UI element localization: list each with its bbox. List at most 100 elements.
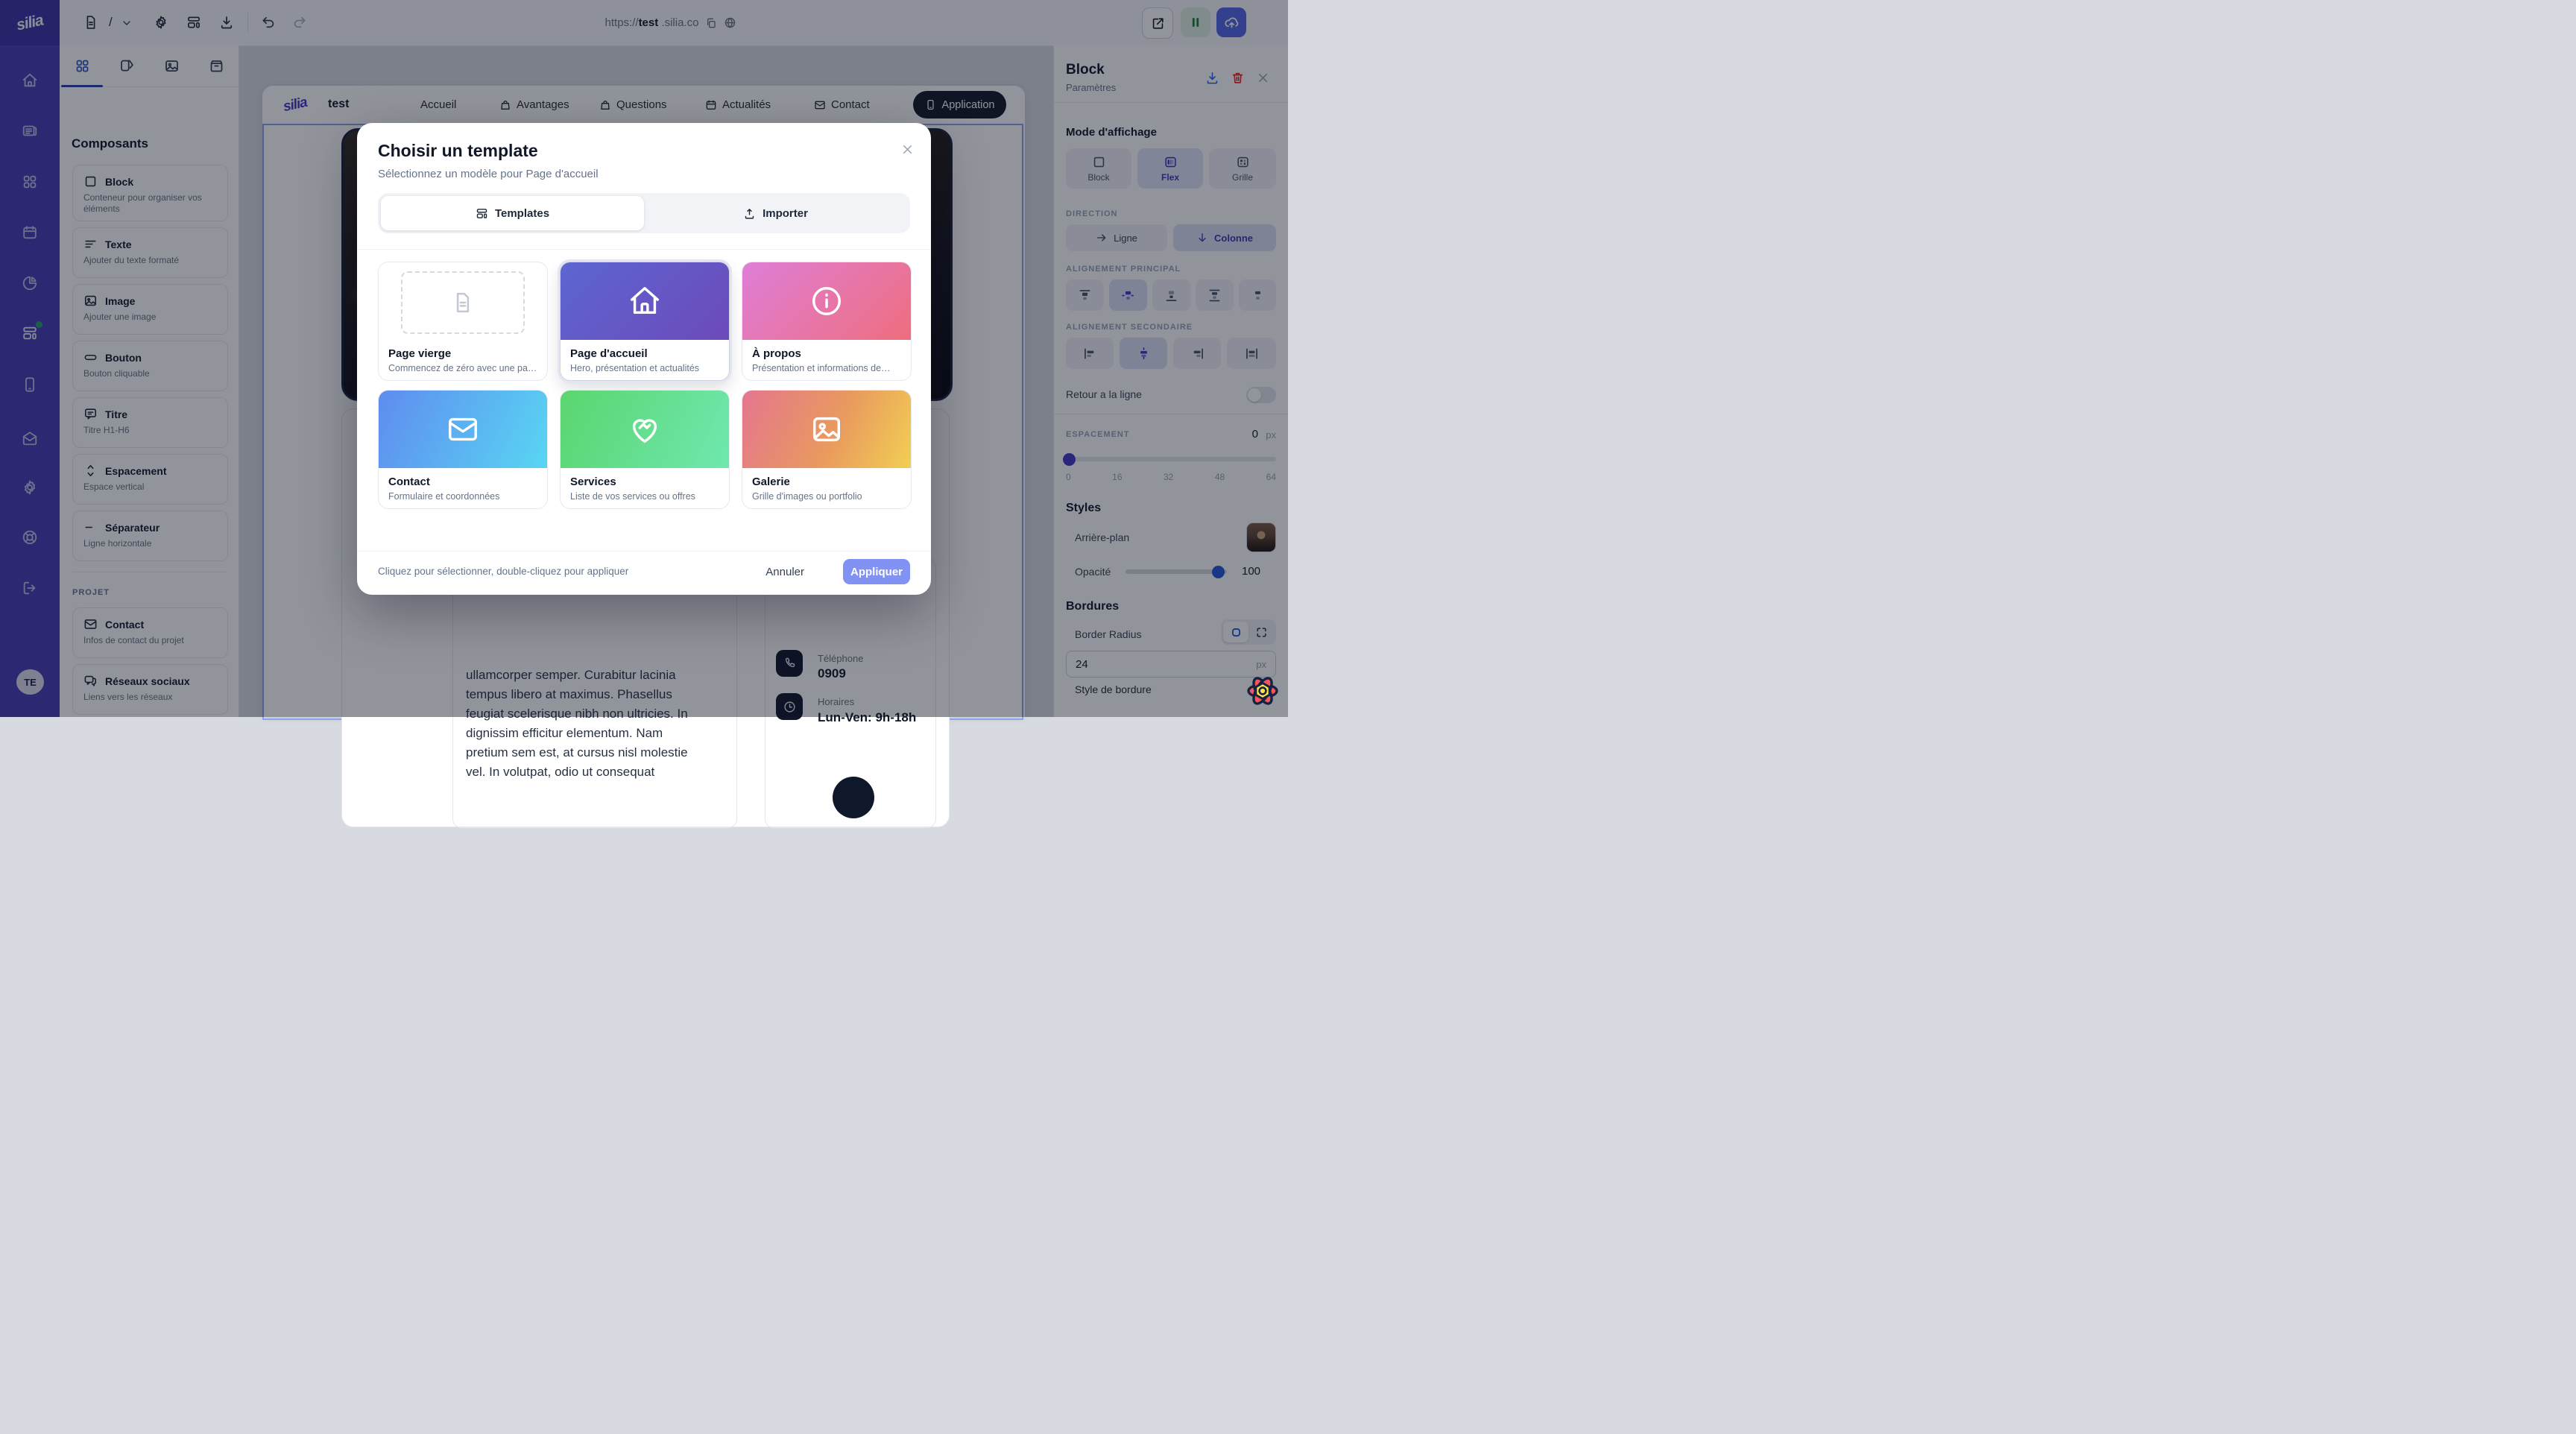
cancel-button[interactable]: Annuler xyxy=(765,566,804,578)
display-mode-grille[interactable]: Grille xyxy=(1209,148,1276,189)
component-label: Block xyxy=(105,175,134,188)
component-label: Image xyxy=(105,294,136,307)
wrap-toggle[interactable] xyxy=(1246,387,1276,403)
opacity-slider[interactable] xyxy=(1126,569,1227,574)
template-card-services[interactable]: Services Liste de vos services ou offres xyxy=(560,390,730,509)
align-main-center[interactable] xyxy=(1109,279,1147,311)
pause-button[interactable] xyxy=(1181,7,1210,37)
radius-uniform-button[interactable] xyxy=(1223,622,1248,642)
template-name: Galerie xyxy=(752,476,790,488)
publish-button[interactable] xyxy=(1216,7,1246,37)
display-mode-flex[interactable]: Flex xyxy=(1137,148,1203,189)
tab-templates[interactable]: Templates xyxy=(381,196,644,230)
template-name: Page vierge xyxy=(388,347,452,360)
opacity-slider-thumb[interactable] xyxy=(1212,566,1225,578)
component-desc: Conteneur pour organiser vos éléments xyxy=(83,192,202,214)
url-prefix: https:// xyxy=(604,16,639,29)
template-desc: Formulaire et coordonnées xyxy=(388,491,500,502)
template-name: Page d'accueil xyxy=(570,347,648,360)
border-radius-value: 24 xyxy=(1076,657,1088,671)
tab-components[interactable] xyxy=(60,45,104,87)
styles-heading: Styles xyxy=(1066,502,1102,514)
border-style-label: Style de bordure xyxy=(1075,683,1152,695)
align-cross-end[interactable] xyxy=(1173,338,1221,369)
template-desc: Hero, présentation et actualités xyxy=(570,363,700,373)
nav-avantages[interactable]: Avantages xyxy=(499,86,569,124)
site-name: test xyxy=(328,98,350,110)
components-heading: Composants xyxy=(72,136,148,151)
template-desc: Liste de vos services ou offres xyxy=(570,491,695,502)
open-preview-button[interactable] xyxy=(1142,7,1173,39)
map-marker-circle xyxy=(833,777,874,818)
nav-actualites[interactable]: Actualités xyxy=(705,86,771,124)
apply-button[interactable]: Appliquer xyxy=(843,559,910,584)
align-cross-center[interactable] xyxy=(1120,338,1167,369)
builder-active-dot xyxy=(36,321,42,328)
align-main-between[interactable] xyxy=(1196,279,1234,311)
template-card-page-accueil[interactable]: Page d'accueil Hero, présentation et act… xyxy=(560,262,730,381)
component-desc: Bouton cliquable xyxy=(83,368,150,379)
component-block[interactable]: Block Conteneur pour organiser vos éléme… xyxy=(72,165,228,221)
spacing-slider[interactable] xyxy=(1066,457,1276,461)
component-image[interactable]: Image Ajouter une image xyxy=(72,284,228,335)
border-radius-unit: px xyxy=(1256,658,1266,670)
component-desc: Titre H1-H6 xyxy=(83,425,130,435)
spacing-label: ESPACEMENT xyxy=(1066,430,1130,439)
application-cta-button[interactable]: Application xyxy=(913,91,1006,119)
template-preview-accueil xyxy=(561,262,729,340)
app-logo[interactable]: silia xyxy=(0,0,60,45)
spacing-ticks: 0 16 32 48 64 xyxy=(1066,472,1276,482)
display-mode-block[interactable]: Block xyxy=(1066,148,1131,189)
template-desc: Présentation et informations de… xyxy=(752,363,891,373)
template-card-contact[interactable]: Contact Formulaire et coordonnées xyxy=(378,390,548,509)
upload-icon xyxy=(743,207,756,220)
background-thumbnail[interactable] xyxy=(1246,522,1276,552)
direction-row-button[interactable]: Ligne xyxy=(1066,224,1167,251)
components-panel: Composants Block Conteneur pour organise… xyxy=(60,45,239,717)
component-texte[interactable]: Texte Ajouter du texte formaté xyxy=(72,227,228,278)
template-desc: Commencez de zéro avec une pag… xyxy=(388,363,540,373)
divider xyxy=(357,551,931,552)
component-titre[interactable]: Titre Titre H1-H6 xyxy=(72,397,228,448)
template-card-a-propos[interactable]: À propos Présentation et informations de… xyxy=(742,262,912,381)
borders-heading: Bordures xyxy=(1066,600,1120,613)
home-icon xyxy=(628,284,662,318)
align-cross-stretch[interactable] xyxy=(1227,338,1276,369)
template-card-page-vierge[interactable]: Page vierge Commencez de zéro avec une p… xyxy=(378,262,548,381)
spacing-slider-thumb[interactable] xyxy=(1063,453,1076,466)
nav-contact[interactable]: Contact xyxy=(814,86,870,124)
component-separateur[interactable]: Séparateur Ligne horizontale xyxy=(72,511,228,561)
components-tabs xyxy=(60,45,239,87)
url-bar[interactable]: https://test .silia.co xyxy=(514,0,827,45)
opacity-label: Opacité xyxy=(1075,566,1111,578)
align-cross-start[interactable] xyxy=(1066,338,1114,369)
mail-icon xyxy=(446,412,480,446)
component-bouton[interactable]: Bouton Bouton cliquable xyxy=(72,341,228,391)
project-section-label: PROJET xyxy=(72,588,110,597)
divider xyxy=(1054,102,1288,103)
spacing-unit: px xyxy=(1266,429,1276,440)
phone-value: 0909 xyxy=(818,666,846,680)
align-main-end[interactable] xyxy=(1152,279,1190,311)
component-reseaux-sociaux[interactable]: Réseaux sociaux Liens vers les réseaux xyxy=(72,664,228,715)
blank-placeholder xyxy=(401,271,525,334)
component-contact[interactable]: Contact Infos de contact du projet xyxy=(72,607,228,658)
template-name: Services xyxy=(570,476,616,488)
file-icon xyxy=(452,291,474,314)
nav-accueil[interactable]: Accueil xyxy=(420,98,457,111)
direction-label: DIRECTION xyxy=(1066,209,1118,218)
border-radius-input[interactable]: 24 px xyxy=(1066,651,1276,677)
template-modal: Choisir un template Sélectionnez un modè… xyxy=(357,123,931,595)
close-icon[interactable] xyxy=(900,142,915,157)
component-espacement[interactable]: Espacement Espace vertical xyxy=(72,454,228,505)
align-main-around[interactable] xyxy=(1239,279,1276,311)
template-card-galerie[interactable]: Galerie Grille d'images ou portfolio xyxy=(742,390,912,509)
nav-questions[interactable]: Questions xyxy=(599,86,667,124)
align-main-start[interactable] xyxy=(1066,279,1104,311)
react-logo-sticker xyxy=(1247,677,1278,705)
avatar[interactable]: TE xyxy=(16,669,44,695)
tab-importer[interactable]: Importer xyxy=(644,196,907,230)
component-label: Bouton xyxy=(105,351,142,364)
direction-column-button[interactable]: Colonne xyxy=(1173,224,1276,251)
paragraph-text[interactable]: ullamcorper semper. Curabitur lacinia te… xyxy=(466,668,688,779)
